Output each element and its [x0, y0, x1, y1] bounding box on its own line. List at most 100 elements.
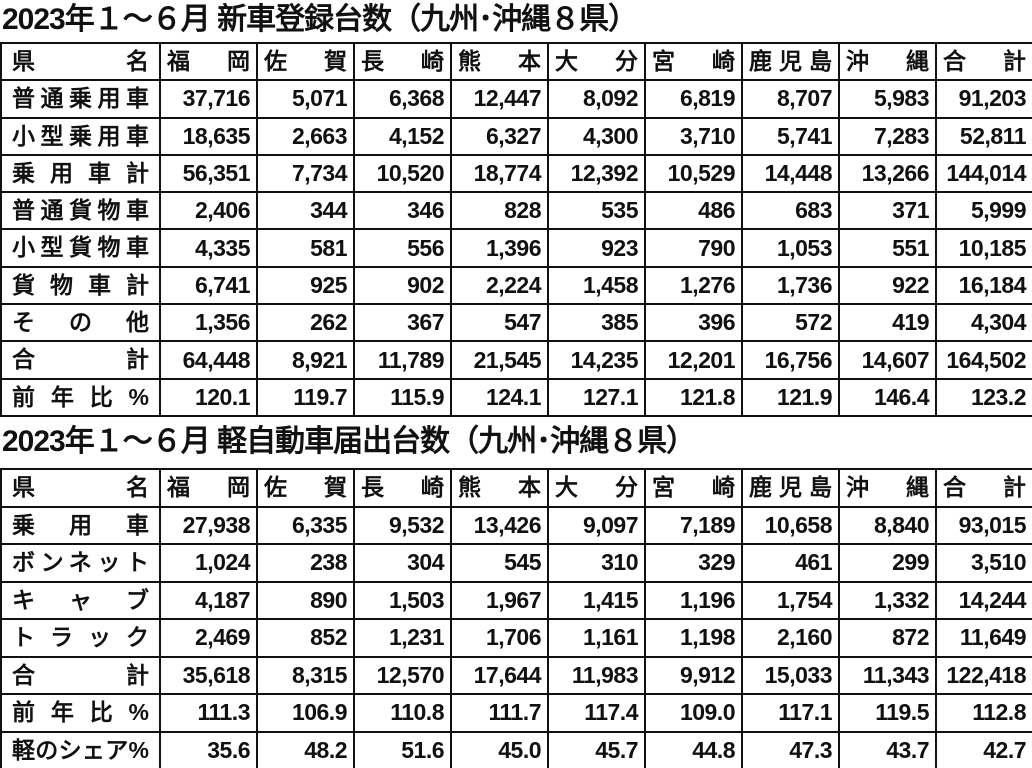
row-label: 軽のシェア% — [2, 732, 161, 768]
table-title: 2023年１～６月 軽自動車届出台数（九州･沖縄８県） — [2, 425, 696, 458]
value-cell: 12,570 — [355, 657, 452, 695]
value-cell: 8,707 — [743, 81, 840, 119]
value-cell: 1,161 — [549, 620, 646, 658]
row-label: そ の 他 — [2, 305, 161, 343]
value-cell: 14,235 — [549, 342, 646, 380]
row-label: キ ャ ブ — [2, 582, 161, 620]
value-cell: 45.7 — [549, 732, 646, 768]
value-cell: 124.1 — [452, 379, 549, 417]
value-cell: 419 — [840, 305, 937, 343]
value-cell: 115.9 — [355, 379, 452, 417]
value-cell: 6,327 — [452, 118, 549, 156]
value-cell: 117.4 — [549, 695, 646, 733]
data-table: 県 名福 岡佐 賀長 崎熊 本大 分宮 崎鹿児島沖 縄合 計乗 用 車 27,93… — [0, 468, 1032, 768]
value-cell: 5,983 — [840, 81, 937, 119]
value-cell: 790 — [646, 230, 743, 268]
header-cell: 熊 本 — [452, 470, 549, 508]
value-cell: 14,244 — [937, 583, 1032, 620]
value-cell: 5,741 — [743, 118, 840, 156]
value-cell: 262 — [258, 305, 355, 343]
value-cell: 6,819 — [646, 81, 743, 119]
value-cell: 1,754 — [743, 582, 840, 620]
value-cell: 4,335 — [161, 230, 258, 268]
value-cell: 119.5 — [840, 695, 937, 733]
value-cell: 1,231 — [355, 620, 452, 658]
value-cell: 923 — [549, 230, 646, 268]
header-cell: 宮 崎 — [646, 470, 743, 508]
value-cell: 35.6 — [161, 732, 258, 768]
data-table: 県 名福 岡佐 賀長 崎熊 本大 分宮 崎鹿児島沖 縄合 計普通乗用車 37,71… — [0, 42, 1032, 417]
value-cell: 1,332 — [840, 582, 937, 620]
header-cell: 県 名 — [2, 44, 161, 82]
value-cell: 10,658 — [743, 507, 840, 545]
value-cell: 1,276 — [646, 267, 743, 306]
value-cell: 35,618 — [161, 657, 258, 695]
value-cell: 1,396 — [452, 230, 549, 268]
row-label: 前 年 比 % — [2, 695, 161, 733]
value-cell: 8,315 — [258, 657, 355, 695]
value-cell: 164,502 — [937, 342, 1032, 380]
value-cell: 346 — [355, 193, 452, 231]
value-cell: 6,335 — [258, 507, 355, 545]
value-cell: 119.7 — [258, 379, 355, 417]
header-cell: 沖 縄 — [840, 470, 937, 508]
value-cell: 11,983 — [549, 657, 646, 695]
row-label: 小型乗用車 — [2, 118, 161, 156]
value-cell: 9,532 — [355, 507, 452, 545]
value-cell: 238 — [258, 545, 355, 583]
value-cell: 11,789 — [355, 342, 452, 380]
header-cell: 沖 縄 — [840, 44, 937, 82]
value-cell: 683 — [743, 193, 840, 231]
value-cell: 545 — [452, 545, 549, 583]
value-cell: 146.4 — [840, 379, 937, 417]
header-cell: 長 崎 — [355, 470, 452, 508]
value-cell: 2,160 — [743, 620, 840, 658]
value-cell: 3,710 — [646, 118, 743, 156]
value-cell: 12,201 — [646, 342, 743, 380]
value-cell: 304 — [355, 545, 452, 583]
value-cell: 106.9 — [258, 695, 355, 733]
value-cell: 1,458 — [549, 267, 646, 306]
value-cell: 127.1 — [549, 379, 646, 417]
value-cell: 2,224 — [452, 267, 549, 306]
header-cell: 合 計 — [937, 44, 1032, 82]
row-label: 乗 用 車 — [2, 507, 161, 545]
row-label: 乗 用 車 計 — [2, 155, 161, 194]
value-cell: 852 — [258, 620, 355, 658]
value-cell: 922 — [840, 267, 937, 306]
value-cell: 2,406 — [161, 193, 258, 231]
header-cell: 鹿児島 — [743, 470, 840, 508]
value-cell: 6,368 — [355, 81, 452, 119]
value-cell: 110.8 — [355, 695, 452, 733]
value-cell: 344 — [258, 193, 355, 231]
table-title: 2023年１～６月 新車登録台数（九州･沖縄８県） — [2, 3, 638, 36]
value-cell: 12,447 — [452, 81, 549, 119]
value-cell: 7,189 — [646, 507, 743, 545]
value-cell: 2,469 — [161, 620, 258, 658]
value-cell: 18,635 — [161, 118, 258, 156]
value-cell: 45.0 — [452, 732, 549, 768]
value-cell: 486 — [646, 193, 743, 231]
value-cell: 8,092 — [549, 81, 646, 119]
value-cell: 1,503 — [355, 582, 452, 620]
value-cell: 111.7 — [452, 695, 549, 733]
value-cell: 1,356 — [161, 305, 258, 343]
value-cell: 902 — [355, 267, 452, 306]
value-cell: 117.1 — [743, 695, 840, 733]
header-cell: 県 名 — [2, 470, 161, 508]
value-cell: 27,938 — [161, 507, 258, 545]
value-cell: 93,015 — [937, 508, 1032, 545]
header-cell: 福 岡 — [161, 470, 258, 508]
row-label: 合 計 — [2, 657, 161, 695]
value-cell: 44.8 — [646, 732, 743, 768]
value-cell: 1,053 — [743, 230, 840, 268]
value-cell: 1,196 — [646, 582, 743, 620]
value-cell: 8,840 — [840, 507, 937, 545]
value-cell: 10,529 — [646, 155, 743, 194]
header-cell: 宮 崎 — [646, 44, 743, 82]
value-cell: 4,152 — [355, 118, 452, 156]
header-cell: 長 崎 — [355, 44, 452, 82]
header-cell: 佐 賀 — [258, 470, 355, 508]
value-cell: 1,198 — [646, 620, 743, 658]
